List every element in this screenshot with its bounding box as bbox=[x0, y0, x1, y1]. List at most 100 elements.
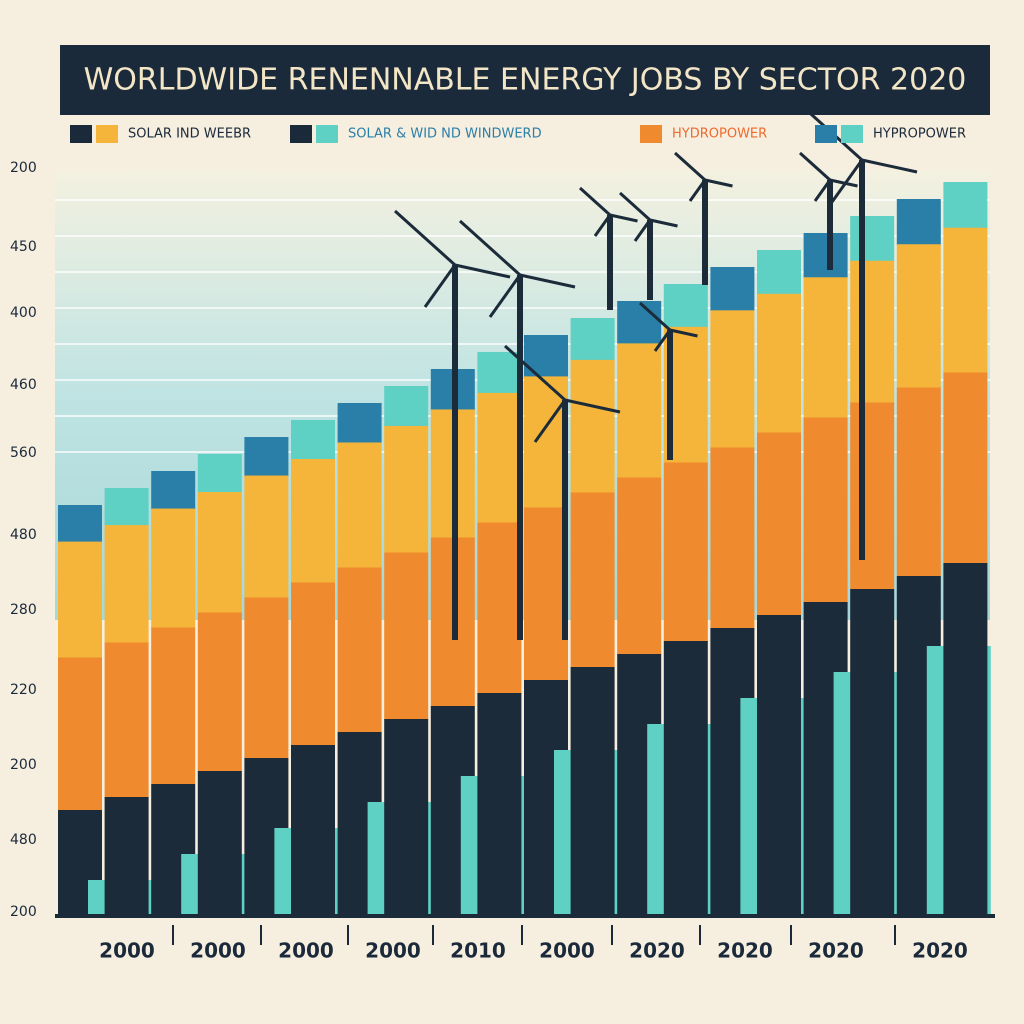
columns bbox=[58, 182, 991, 916]
column-base bbox=[850, 589, 895, 916]
blade bbox=[593, 214, 612, 237]
column-yellow bbox=[104, 525, 149, 644]
x-label: 2020 bbox=[717, 939, 773, 963]
y-labels: 200 450 400 460 560 480 280 220 200 480 200 bbox=[10, 160, 37, 920]
column-orange bbox=[291, 582, 335, 746]
column-top bbox=[384, 386, 429, 427]
legend-label: SOLAR & WID ND WINDWERD bbox=[348, 127, 542, 142]
column-top bbox=[151, 471, 196, 510]
title-banner bbox=[60, 45, 990, 115]
column-base bbox=[104, 797, 149, 916]
legend-label: HYPROPOWER bbox=[873, 127, 966, 142]
blade bbox=[638, 301, 672, 332]
column-yellow bbox=[244, 475, 289, 599]
title: WORLDWIDE RENENNABLE ENERGY JOBS BY SECT… bbox=[84, 63, 967, 98]
column-top bbox=[803, 233, 848, 279]
legend-swatch bbox=[640, 125, 662, 143]
column-top bbox=[617, 301, 662, 345]
column-orange bbox=[151, 627, 196, 785]
column-top bbox=[244, 437, 289, 477]
y-label: 480 bbox=[10, 527, 37, 543]
column-base bbox=[384, 719, 429, 916]
blade bbox=[393, 209, 457, 267]
x-label: 2000 bbox=[99, 939, 155, 963]
column-top bbox=[757, 250, 801, 295]
column-yellow bbox=[757, 293, 801, 434]
blade bbox=[609, 213, 638, 223]
column-orange bbox=[58, 657, 102, 811]
blade bbox=[673, 151, 707, 182]
column-orange bbox=[803, 417, 848, 603]
column-base bbox=[943, 563, 988, 916]
column-yellow bbox=[384, 425, 429, 554]
x-label: 2000 bbox=[190, 939, 246, 963]
y-label: 560 bbox=[10, 445, 37, 461]
column-top bbox=[58, 505, 102, 543]
y-label: 480 bbox=[10, 832, 37, 848]
column-base bbox=[663, 641, 708, 916]
blade bbox=[653, 329, 672, 352]
column-top bbox=[570, 318, 615, 361]
x-label: 2020 bbox=[912, 939, 968, 963]
column-yellow bbox=[803, 277, 848, 419]
y-label: 280 bbox=[10, 602, 37, 618]
column-yellow bbox=[570, 359, 615, 494]
column-yellow bbox=[850, 260, 895, 404]
blade bbox=[458, 219, 522, 277]
legend-swatch bbox=[96, 125, 118, 143]
x-label: 2000 bbox=[365, 939, 421, 963]
column-top bbox=[197, 454, 242, 494]
column-base bbox=[197, 771, 242, 916]
column-orange bbox=[244, 597, 289, 759]
blade bbox=[564, 398, 621, 414]
x-label: 2020 bbox=[629, 939, 685, 963]
column-yellow bbox=[151, 508, 196, 629]
x-label: 2000 bbox=[278, 939, 334, 963]
blade bbox=[519, 273, 576, 289]
column-base bbox=[477, 693, 522, 916]
blade bbox=[798, 151, 832, 182]
blade bbox=[454, 263, 511, 279]
blade bbox=[861, 158, 918, 174]
column-yellow bbox=[896, 244, 941, 389]
blade bbox=[618, 191, 652, 222]
legend-swatch bbox=[290, 125, 312, 143]
column-top bbox=[104, 488, 149, 527]
column-orange bbox=[197, 612, 242, 772]
column-top bbox=[663, 284, 708, 328]
column-top bbox=[943, 182, 988, 229]
blade bbox=[423, 264, 457, 308]
column-top bbox=[337, 403, 382, 444]
column-yellow bbox=[943, 227, 988, 374]
column-orange bbox=[663, 462, 708, 642]
blade bbox=[488, 274, 522, 318]
column-orange bbox=[104, 642, 149, 798]
column-base bbox=[291, 745, 335, 916]
x-labels: 2000 2000 2000 2000 2010 2000 2020 2020 2020 2020 bbox=[99, 925, 968, 963]
wind-turbines bbox=[393, 104, 918, 640]
x-label: 2020 bbox=[808, 939, 864, 963]
blade bbox=[533, 399, 567, 443]
column-orange bbox=[617, 477, 662, 655]
column-yellow bbox=[710, 310, 755, 449]
legend-label: HYDROPOWER bbox=[672, 127, 767, 142]
blade bbox=[633, 219, 652, 242]
blade bbox=[649, 218, 678, 228]
column-orange bbox=[943, 372, 988, 564]
legend-label: SOLAR IND WEEBR bbox=[128, 127, 251, 142]
column-top bbox=[896, 199, 941, 246]
y-label: 460 bbox=[10, 377, 37, 393]
column-orange bbox=[896, 387, 941, 577]
column-orange bbox=[337, 567, 382, 733]
column-yellow bbox=[58, 541, 102, 659]
blade bbox=[503, 344, 567, 402]
column-orange bbox=[384, 552, 429, 720]
legend: SOLAR IND WEEBR SOLAR & WID ND WINDWERD HY… bbox=[70, 125, 966, 143]
column-orange bbox=[524, 507, 568, 681]
column-orange bbox=[477, 522, 522, 694]
column-orange bbox=[570, 492, 615, 668]
blade bbox=[704, 178, 733, 188]
column-orange bbox=[710, 447, 755, 629]
legend-swatch bbox=[70, 125, 92, 143]
